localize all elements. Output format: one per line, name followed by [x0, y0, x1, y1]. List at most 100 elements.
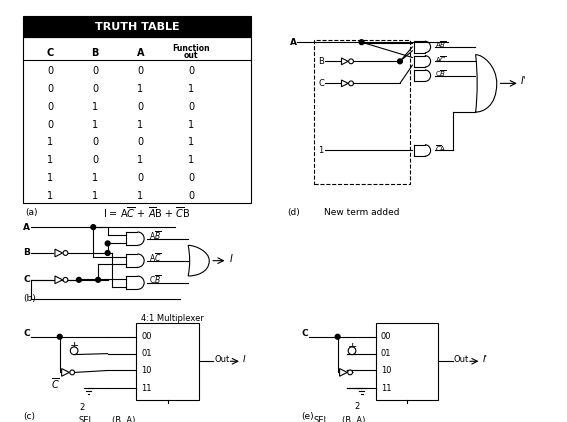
Text: 00: 00 [141, 332, 152, 341]
Text: 0: 0 [92, 66, 98, 76]
Text: C: C [319, 79, 324, 88]
Text: 1: 1 [47, 191, 53, 201]
PathPatch shape [188, 245, 209, 276]
Circle shape [105, 241, 110, 246]
Text: 1: 1 [188, 84, 194, 94]
Polygon shape [55, 276, 62, 284]
Text: 11: 11 [141, 384, 152, 392]
Text: 0: 0 [92, 155, 98, 165]
Text: 1: 1 [47, 138, 53, 147]
Text: 10: 10 [141, 366, 152, 375]
Text: +: + [348, 342, 357, 352]
Bar [137, 323, 198, 400]
Text: 1: 1 [137, 119, 143, 130]
Text: (c): (c) [23, 412, 35, 422]
Text: 0: 0 [137, 173, 143, 183]
Text: I = A$\overline{C}$ + $\overline{A}$B + $\overline{C}$B: I = A$\overline{C}$ + $\overline{A}$B + … [103, 206, 191, 220]
Text: 4:1 Multiplexer: 4:1 Multiplexer [141, 314, 204, 323]
Text: C$\overline{B}$: C$\overline{B}$ [149, 273, 162, 286]
Text: 1: 1 [188, 155, 194, 165]
Text: +: + [69, 341, 79, 351]
Text: A: A [137, 48, 144, 58]
Text: C$\overline{B}$: C$\overline{B}$ [435, 68, 447, 79]
Text: 00: 00 [381, 332, 391, 341]
Circle shape [335, 334, 340, 339]
Text: A: A [290, 38, 297, 47]
Text: 1: 1 [137, 191, 143, 201]
Text: 1: 1 [92, 119, 98, 130]
Text: A$\overline{C}$: A$\overline{C}$ [149, 252, 162, 264]
Text: 0: 0 [188, 66, 194, 76]
Text: I': I' [483, 355, 488, 364]
Text: C: C [46, 48, 54, 58]
Text: 2: 2 [354, 402, 359, 411]
Text: 1: 1 [188, 138, 194, 147]
Bar [314, 40, 409, 184]
Text: (b): (b) [23, 295, 36, 303]
Text: (B, A): (B, A) [112, 416, 136, 422]
Text: C: C [23, 275, 30, 284]
Text: A$\overline{B}$: A$\overline{B}$ [435, 40, 447, 50]
Text: A: A [23, 223, 30, 232]
Circle shape [70, 370, 75, 375]
Bar [23, 16, 251, 38]
Text: 0: 0 [137, 66, 143, 76]
Text: B: B [319, 57, 324, 66]
Text: 0: 0 [47, 102, 53, 112]
Text: (e): (e) [301, 412, 314, 422]
Text: (B, A): (B, A) [342, 416, 366, 422]
Text: 01: 01 [381, 349, 391, 358]
Text: I': I' [521, 76, 526, 87]
Text: 0: 0 [92, 84, 98, 94]
Text: A$\overline{B}$: A$\overline{B}$ [149, 229, 161, 242]
Text: 1: 1 [47, 155, 53, 165]
Circle shape [348, 347, 356, 354]
Text: 1: 1 [92, 191, 98, 201]
Text: C: C [301, 330, 308, 338]
Text: Out: Out [454, 355, 469, 364]
Text: SEL: SEL [314, 416, 329, 422]
Text: $\overline{C}$A: $\overline{C}$A [435, 143, 447, 154]
Polygon shape [62, 368, 69, 376]
Text: I: I [230, 254, 232, 264]
Text: SEL: SEL [79, 416, 94, 422]
Text: 0: 0 [188, 191, 194, 201]
Circle shape [63, 251, 68, 255]
Text: Function: Function [172, 44, 210, 53]
Circle shape [359, 40, 364, 45]
Text: 0: 0 [188, 102, 194, 112]
Text: B: B [91, 48, 99, 58]
Circle shape [397, 59, 403, 64]
Circle shape [96, 277, 100, 282]
Circle shape [348, 370, 353, 375]
Text: 11: 11 [381, 384, 391, 392]
Text: 1: 1 [319, 146, 324, 155]
Circle shape [70, 347, 78, 354]
Text: $\overline{C}$: $\overline{C}$ [50, 376, 60, 391]
Text: 1: 1 [188, 119, 194, 130]
Text: A$\overline{C}$: A$\overline{C}$ [435, 54, 447, 65]
Circle shape [77, 277, 81, 282]
Text: 1: 1 [137, 155, 143, 165]
Circle shape [57, 334, 62, 339]
Text: (d): (d) [287, 208, 299, 217]
Circle shape [91, 225, 96, 230]
Text: New term added: New term added [324, 208, 399, 217]
Text: C: C [23, 330, 30, 338]
Polygon shape [341, 58, 348, 65]
Text: 0: 0 [47, 119, 53, 130]
Circle shape [63, 277, 68, 282]
Text: 0: 0 [137, 138, 143, 147]
Text: (a): (a) [26, 208, 38, 217]
Circle shape [349, 59, 353, 64]
PathPatch shape [476, 54, 497, 112]
Text: 10: 10 [381, 366, 391, 375]
Text: 0: 0 [137, 102, 143, 112]
Text: 01: 01 [141, 349, 152, 358]
Polygon shape [340, 368, 347, 376]
Text: Out: Out [214, 355, 229, 364]
Polygon shape [341, 80, 348, 87]
Text: 1: 1 [92, 173, 98, 183]
Text: 0: 0 [188, 173, 194, 183]
Text: TRUTH TABLE: TRUTH TABLE [95, 22, 180, 32]
